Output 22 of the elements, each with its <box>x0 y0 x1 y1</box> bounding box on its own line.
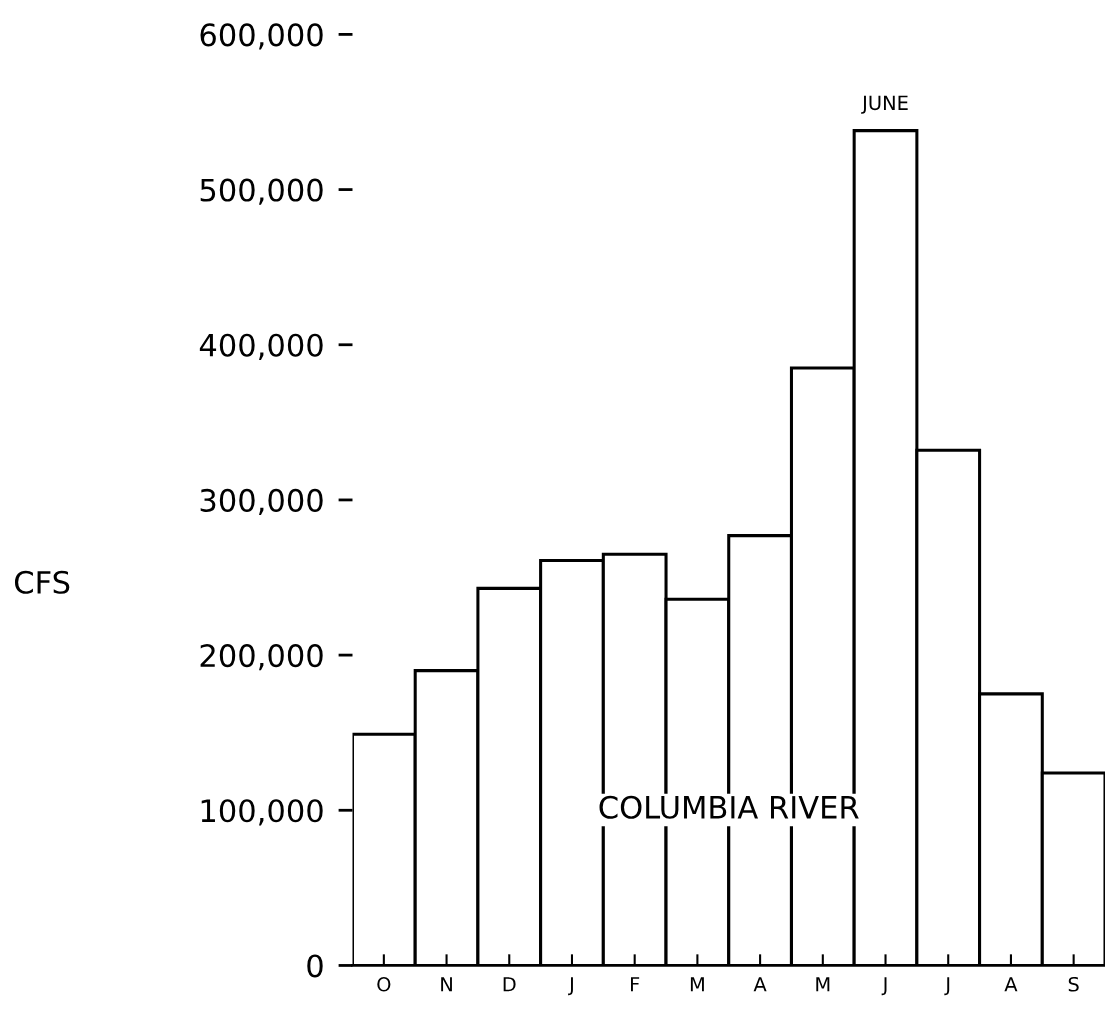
x-tick-label: J <box>568 977 573 996</box>
x-tick-label: D <box>503 977 516 992</box>
y-axis-title: CFS <box>14 570 70 594</box>
y-tick-label: 200,000 <box>200 644 323 671</box>
x-tick-label: J <box>881 977 887 996</box>
y-tick-label: 0 <box>307 954 323 978</box>
x-tick-label: N <box>441 977 452 992</box>
x-tick-label: A <box>753 977 767 992</box>
x-tick-label: M <box>690 977 704 992</box>
x-tick-label: S <box>1068 976 1079 992</box>
x-tick-label: M <box>816 977 830 992</box>
y-tick-label: 400,000 <box>199 333 323 360</box>
y-tick-label: 300,000 <box>200 488 323 516</box>
annotation: COLUMBIA RIVER <box>599 795 859 819</box>
y-tick-label: 500,000 <box>200 178 323 205</box>
annotation: JUNE <box>861 95 908 114</box>
x-tick-label: A <box>1004 977 1018 992</box>
y-tick-label: 600,000 <box>200 23 323 50</box>
y-tick-label: 100,000 <box>201 799 323 826</box>
x-tick-label: J <box>944 977 950 996</box>
x-tick-label: F <box>631 977 640 992</box>
x-tick-label: O <box>377 976 391 992</box>
